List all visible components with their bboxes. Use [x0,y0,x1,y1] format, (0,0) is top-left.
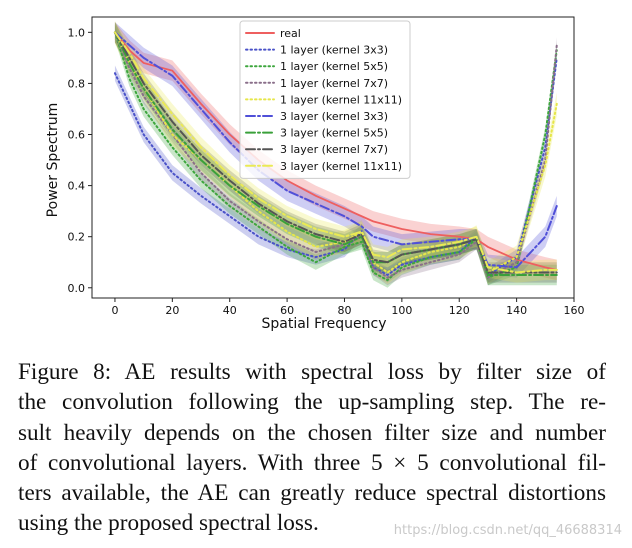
series-line [113,31,558,274]
legend-entry: 1 layer (kernel 5x5) [280,60,388,73]
series-line [114,31,558,271]
y-tick-label: 1.0 [68,26,86,39]
legend-entry: 3 layer (kernel 7x7) [280,143,388,156]
series-line [113,31,558,269]
legend-entry: 1 layer (kernel 11x11) [280,93,402,106]
watermark-url: https://blog.csdn.net/qq_46688314 [393,523,622,538]
legend-entry: 3 layer (kernel 11x11) [280,160,402,173]
caption-line: ters available, the AE can greatly reduc… [18,480,606,507]
x-tick-label: 140 [506,304,527,317]
chart-legend: real 1 layer (kernel 3x3) 1 layer (kernel … [239,20,411,179]
x-axis-label: Spatial Frequency [262,316,387,332]
legend-entry: 1 layer (kernel 7x7) [280,77,388,90]
y-tick-label: 0.0 [68,282,86,295]
y-tick-label: 0.6 [68,129,86,142]
y-tick-label: 0.2 [68,231,86,244]
series-band [114,22,557,286]
x-tick-label: 160 [564,304,585,317]
spectrum-chart: 0 20 40 60 80 100 120 140 1600.00.20.40.60.81.0 … [45,16,585,332]
caption-line: using the proposed spectral loss. [18,510,319,537]
x-tick-label: 80 [337,304,351,317]
series-band [114,24,557,288]
figure-caption: Figure 8: AE results with spectral loss … [18,357,606,539]
series-line [113,31,558,274]
plot-frame [91,16,575,299]
legend-entry: real [280,27,301,40]
caption-line: the convolution following the up-samplin… [18,389,606,416]
x-tick-label: 20 [165,304,179,317]
series-band [114,22,557,281]
y-axis-label: Power Spectrum [45,103,61,218]
y-tick-label: 0.8 [68,77,86,90]
series-lines [113,31,558,282]
caption-line: Figure 8: AE results with spectral loss … [18,359,606,385]
caption-line: sult heavily depends on the chosen filte… [18,419,606,446]
legend-box [239,20,411,179]
series-band [114,22,557,283]
legend-entry: 1 layer (kernel 3x3) [280,44,388,57]
legend-entry: 3 layer (kernel 5x5) [280,127,388,140]
x-tick-label: 60 [280,304,294,317]
legend-entry: 3 layer (kernel 3x3) [280,110,388,123]
x-tick-label: 0 [111,304,118,317]
x-tick-label: 100 [391,304,412,317]
y-tick-label: 0.4 [68,180,86,193]
x-tick-label: 120 [449,304,470,317]
caption-line: of convolutional layers. With three 5 × … [18,449,606,476]
series-band [114,22,557,283]
x-tick-label: 40 [223,304,237,317]
chart-axes: 0 20 40 60 80 100 120 140 160 0.0 0.2 0.4 0.6 0.8 1.0 [68,16,585,317]
